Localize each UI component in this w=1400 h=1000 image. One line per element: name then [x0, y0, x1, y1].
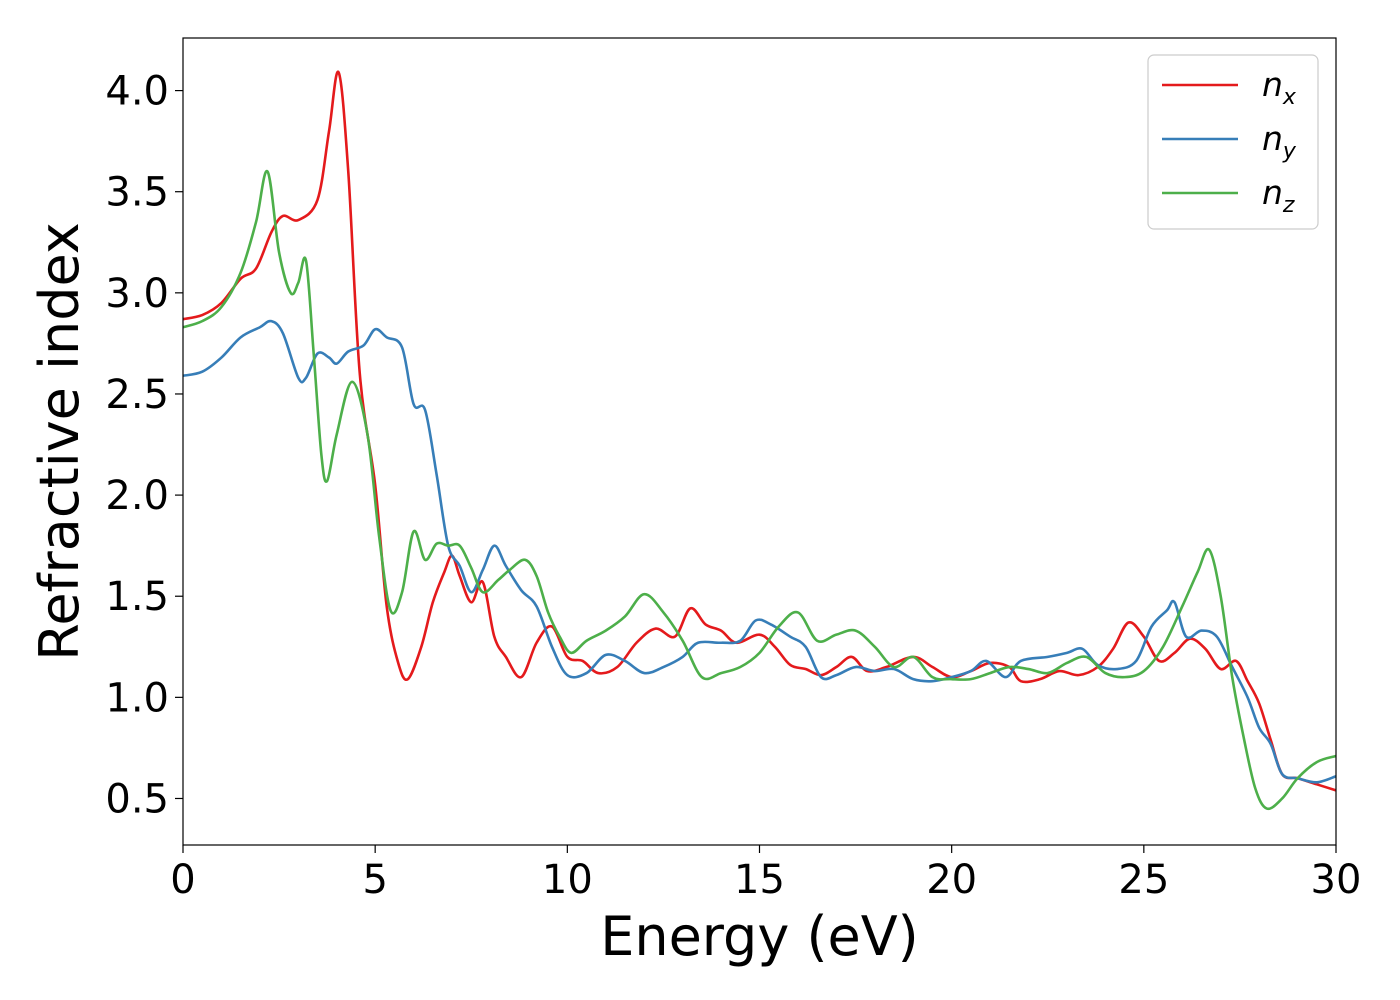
x-tick-label: 20 — [926, 857, 977, 903]
legend-label-nx: nx — [1262, 65, 1297, 110]
plot-lines — [182, 70, 1337, 811]
legend: nx ny nz — [1147, 54, 1319, 230]
x-tick-label: 30 — [1311, 857, 1362, 903]
series-line-nz — [182, 170, 1337, 811]
y-tick-label: 3.5 — [105, 170, 169, 216]
series-line-ny — [182, 319, 1337, 784]
y-axis-ticks: 0.5 1.0 1.5 2.0 2.5 3.0 3.5 4.0 — [105, 69, 183, 822]
y-tick-label: 2.5 — [105, 372, 169, 418]
x-tick-label: 5 — [362, 857, 387, 903]
y-tick-label: 0.5 — [105, 776, 169, 822]
legend-label-ny: ny — [1262, 119, 1297, 164]
y-tick-label: 4.0 — [105, 69, 169, 115]
legend-box — [1147, 54, 1319, 230]
y-tick-label: 2.0 — [105, 473, 169, 519]
y-tick-label: 1.0 — [105, 675, 169, 721]
x-axis-label: Energy (eV) — [600, 905, 919, 968]
x-tick-label: 15 — [734, 857, 785, 903]
x-tick-label: 0 — [170, 857, 195, 903]
y-tick-label: 3.0 — [105, 271, 169, 317]
y-axis-label: Refractive index — [28, 222, 91, 661]
x-axis-ticks: 0 5 10 15 20 25 30 — [170, 845, 1361, 903]
legend-label-nz: nz — [1262, 173, 1295, 218]
x-tick-label: 25 — [1118, 857, 1169, 903]
y-tick-label: 1.5 — [105, 574, 169, 620]
x-tick-label: 10 — [542, 857, 593, 903]
